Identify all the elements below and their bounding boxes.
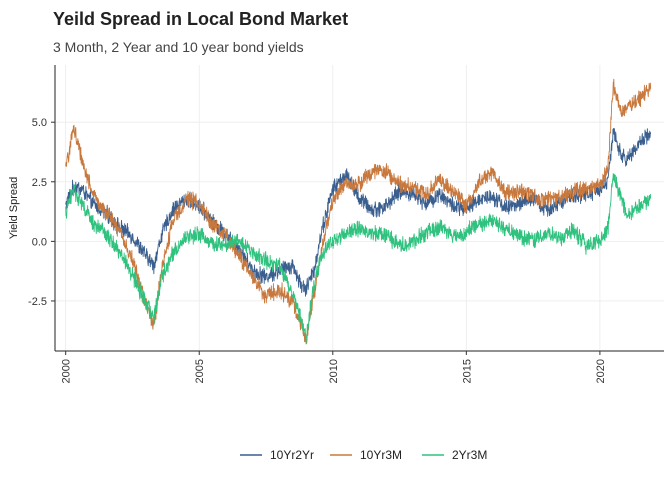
y-tick-label-0: -2.5 (28, 296, 47, 308)
legend-label-10yr3m: 10Yr3M (360, 448, 402, 462)
legend-item-10yr3m: 10Yr3M (330, 448, 402, 462)
y-tick-label-2: 2.5 (32, 177, 47, 189)
series-line-10yr3m (65, 78, 652, 344)
x-axis-ticks: 2000 2005 2010 2015 2020 (61, 351, 607, 383)
y-axis-label: Yield Spread (8, 177, 20, 240)
x-tick-label-3: 2015 (461, 359, 473, 383)
x-tick-label-0: 2000 (61, 359, 73, 383)
series-line-2yr3m (65, 173, 652, 345)
y-axis-ticks: -2.5 0.0 2.5 5.0 (28, 117, 55, 308)
x-tick-label-2: 2010 (328, 359, 340, 383)
legend-label-10yr2yr: 10Yr2Yr (270, 448, 314, 462)
series-line-10yr2yr (65, 128, 652, 297)
y-tick-label-1: 0.0 (32, 236, 47, 248)
legend-item-2yr3m: 2Yr3M (422, 448, 487, 462)
legend: 10Yr2Yr 10Yr3M 2Yr3M (240, 448, 487, 462)
legend-label-2yr3m: 2Yr3M (452, 448, 487, 462)
legend-item-10yr2yr: 10Yr2Yr (240, 448, 314, 462)
y-tick-label-3: 5.0 (32, 117, 47, 129)
chart-subtitle: 3 Month, 2 Year and 10 year bond yields (53, 39, 304, 55)
x-tick-label-1: 2005 (194, 359, 206, 383)
x-tick-label-4: 2020 (595, 359, 607, 383)
series-lines (65, 78, 652, 345)
chart-title: Yeild Spread in Local Bond Market (53, 9, 348, 29)
